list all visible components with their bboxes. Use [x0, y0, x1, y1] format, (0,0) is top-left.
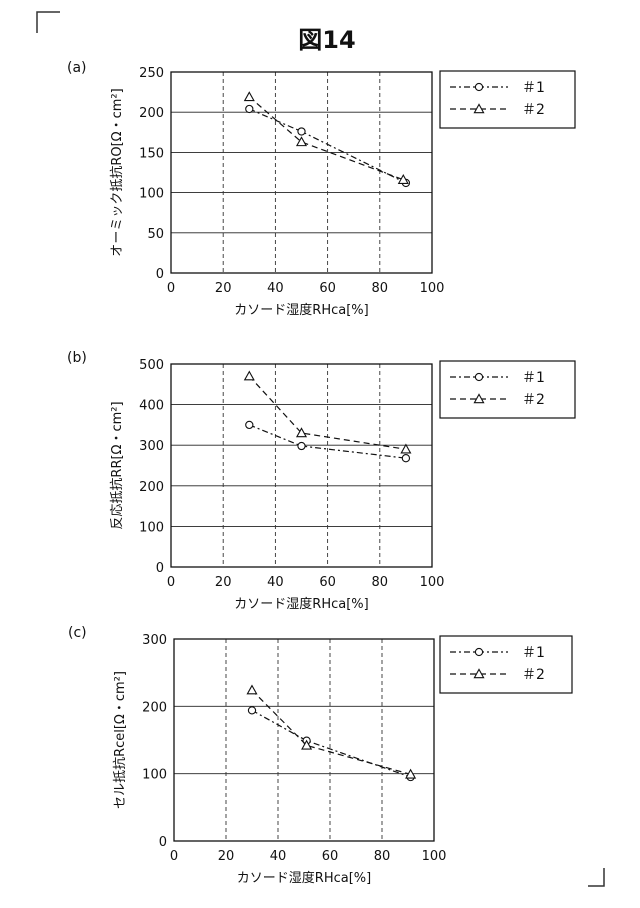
legend-marker	[473, 668, 485, 679]
chart-panel-2: (c) 0 100 200 300 0 20 40 60 80 100 カソード湿度RHca[%] セル…	[68, 625, 573, 886]
data-point	[246, 684, 258, 695]
legend-box	[439, 70, 576, 129]
legend-entry: ＃1	[522, 370, 545, 386]
legend-marker	[474, 82, 484, 92]
y-tick-label: 200	[139, 106, 164, 121]
plot-frame	[170, 71, 433, 274]
y-tick-label: 200	[139, 480, 164, 495]
x-tick-label: 0	[170, 849, 178, 864]
data-point	[295, 427, 308, 438]
chart-panel-1: (b) 0 100 200 300 400 500 0 20 40 60 80 100 カソード湿度RHc…	[67, 350, 576, 612]
y-axis-label: オーミック抵抗RO[Ω・cm²]	[110, 88, 125, 256]
legend: ＃1＃2	[439, 360, 576, 419]
series-line	[251, 709, 411, 778]
data-point	[301, 739, 313, 750]
plot-frame	[170, 363, 433, 568]
y-tick-label: 0	[159, 835, 167, 850]
legend: ＃1＃2	[439, 635, 573, 694]
data-point	[243, 370, 255, 381]
chart-panel-0: (a) 0 50 100 150 200 250 0 20 40 60 80 100 カソード湿度RHca…	[67, 60, 576, 318]
x-tick-label: 60	[322, 849, 339, 864]
y-tick-label: 150	[139, 146, 164, 161]
corner-mark-top-left	[36, 11, 60, 33]
legend-marker	[473, 393, 485, 404]
panel-label: (b)	[67, 350, 87, 366]
y-tick-label: 100	[142, 768, 167, 783]
legend-entry: ＃2	[522, 392, 545, 408]
y-tick-label: 100	[139, 520, 164, 535]
legend-entry: ＃1	[522, 80, 545, 96]
data-point	[297, 127, 306, 136]
y-tick-label: 500	[139, 358, 164, 373]
data-point	[295, 136, 308, 147]
series-2	[243, 370, 412, 454]
data-point	[243, 91, 255, 102]
panel-label: (a)	[67, 60, 87, 76]
legend-box	[439, 360, 576, 419]
data-point	[245, 420, 254, 430]
corner-mark-bottom-right	[588, 868, 605, 887]
data-point	[401, 454, 411, 463]
data-point	[297, 441, 306, 451]
series-line	[248, 96, 404, 181]
series-line	[251, 689, 411, 775]
x-axis-label: カソード湿度RHca[%]	[234, 596, 368, 612]
x-tick-label: 80	[374, 849, 391, 864]
panel-label: (c)	[68, 625, 87, 641]
plot-frame	[173, 638, 435, 842]
x-tick-label: 60	[319, 575, 336, 590]
legend-entry: ＃1	[522, 645, 545, 661]
y-tick-label: 300	[139, 439, 164, 454]
data-point	[405, 768, 417, 779]
series-2	[243, 91, 409, 184]
x-tick-label: 100	[420, 281, 445, 296]
data-point	[397, 174, 409, 184]
y-tick-label: 0	[156, 561, 164, 576]
series-1	[247, 706, 415, 782]
legend-box	[439, 635, 573, 694]
figure-title: 図14	[298, 26, 355, 54]
x-axis-label: カソード湿度RHca[%]	[234, 302, 368, 318]
x-tick-label: 100	[422, 849, 447, 864]
y-tick-label: 400	[139, 399, 164, 414]
legend: ＃1＃2	[439, 70, 576, 129]
x-tick-label: 80	[372, 281, 389, 296]
x-tick-label: 40	[270, 849, 287, 864]
x-axis-label: カソード湿度RHca[%]	[237, 870, 371, 886]
y-tick-label: 200	[142, 700, 167, 715]
y-tick-label: 300	[142, 633, 167, 648]
x-tick-label: 20	[218, 849, 235, 864]
y-tick-label: 250	[139, 66, 164, 81]
series-2	[246, 684, 417, 779]
x-tick-label: 20	[215, 575, 232, 590]
x-tick-label: 80	[372, 575, 389, 590]
series-line	[248, 375, 406, 450]
y-tick-label: 0	[156, 267, 164, 282]
data-point	[245, 104, 254, 114]
x-tick-label: 100	[420, 575, 445, 590]
legend-marker	[474, 647, 484, 657]
y-tick-label: 50	[147, 227, 164, 242]
legend-marker	[473, 103, 485, 114]
y-tick-label: 100	[139, 187, 164, 202]
y-axis-label: セル抵抗Rcel[Ω・cm²]	[113, 671, 128, 809]
data-point	[400, 443, 412, 454]
x-tick-label: 0	[167, 575, 175, 590]
x-tick-label: 20	[215, 281, 232, 296]
x-tick-label: 40	[267, 281, 284, 296]
legend-entry: ＃2	[522, 102, 545, 118]
series-1	[245, 420, 411, 463]
x-tick-label: 40	[267, 575, 284, 590]
legend-marker	[474, 372, 484, 382]
legend-entry: ＃2	[522, 667, 545, 683]
data-point	[247, 706, 257, 715]
x-tick-label: 0	[167, 281, 175, 296]
x-tick-label: 60	[319, 281, 336, 296]
y-axis-label: 反応抵抗RR[Ω・cm²]	[110, 401, 125, 529]
